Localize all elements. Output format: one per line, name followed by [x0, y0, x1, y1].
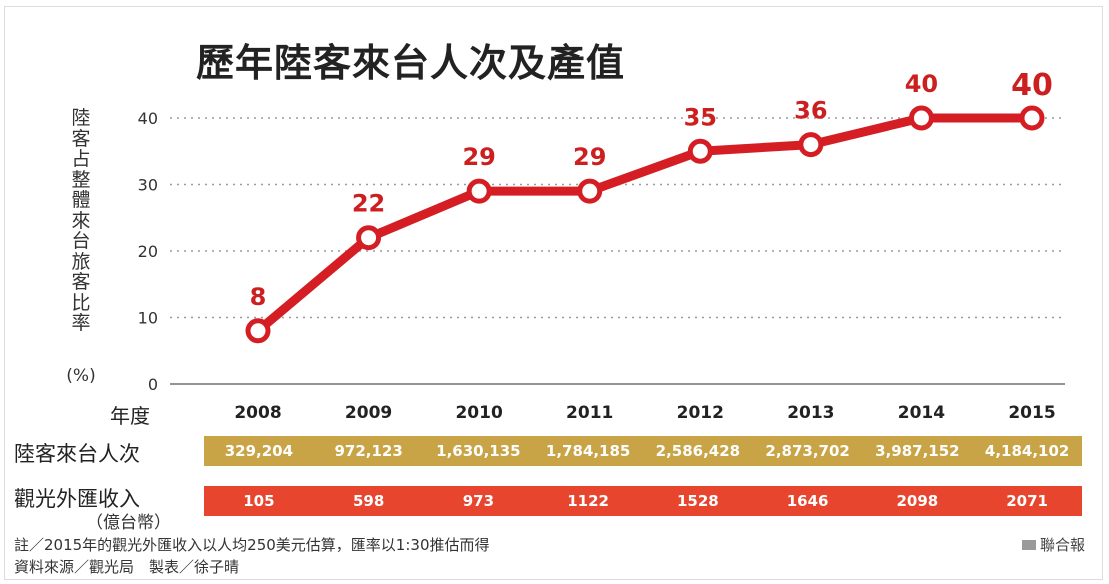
data-point — [908, 105, 934, 131]
visitors-cell: 4,184,102 — [984, 442, 1070, 460]
revenue-cell: 1646 — [786, 492, 829, 510]
x-axis-title: 年度 — [110, 404, 150, 428]
data-point — [687, 138, 713, 164]
visitors-row-label: 陸客來台人次 — [14, 442, 140, 466]
revenue-cell: 973 — [462, 492, 495, 510]
data-label: 36 — [794, 97, 827, 125]
visitors-cell: 2,586,428 — [655, 442, 741, 460]
x-tick-label: 2011 — [566, 403, 613, 423]
series-line — [253, 113, 1037, 336]
revenue-cell: 105 — [243, 492, 275, 510]
y-tick-label: 30 — [138, 176, 158, 195]
visitors-cell: 2,873,702 — [765, 442, 850, 460]
data-label: 35 — [684, 103, 717, 131]
y-axis-label: 陸客占整體來台旅客比率 — [71, 107, 91, 334]
visitors-cell: 1,784,185 — [545, 442, 631, 460]
credit-line: 資料來源／觀光局 製表／徐子晴 — [14, 558, 240, 576]
revenue-cell: 2071 — [1006, 492, 1048, 510]
data-label: 29 — [462, 143, 495, 171]
data-label: 40 — [1011, 68, 1053, 103]
x-tick-label: 2010 — [455, 403, 502, 423]
x-tick-label: 2012 — [677, 403, 724, 423]
visitors-cell: 972,123 — [334, 442, 403, 460]
y-tick-label: 20 — [138, 242, 158, 261]
x-tick-label: 2015 — [1008, 403, 1055, 423]
source-label: 聯合報 — [1021, 534, 1085, 555]
data-point — [798, 132, 824, 158]
data-point — [577, 178, 603, 204]
footnote: 註／2015年的觀光外匯收入以人均250美元估算，匯率以1:30推估而得 — [14, 536, 490, 554]
data-point — [1019, 105, 1045, 131]
source-mark-icon — [1021, 539, 1036, 550]
x-tick-label: 2008 — [234, 403, 281, 423]
data-label: 8 — [250, 283, 267, 311]
y-tick-label: 40 — [138, 109, 158, 128]
source-text: 聯合報 — [1039, 536, 1085, 554]
revenue-band: 105 598 973 1122 1528 1646 2098 2071 — [204, 486, 1082, 516]
revenue-cell: 1528 — [677, 492, 719, 510]
visitors-cell: 3,987,152 — [875, 442, 960, 460]
revenue-cell: 598 — [352, 492, 385, 510]
data-point — [356, 225, 382, 251]
data-point — [466, 178, 492, 204]
x-tick-label: 2009 — [345, 403, 392, 423]
y-axis-unit: (%) — [66, 366, 96, 386]
y-tick-label: 0 — [148, 375, 158, 394]
chart-frame — [4, 6, 1103, 580]
visitors-band: 329,204 972,123 1,630,135 1,784,185 2,586,42… — [204, 436, 1082, 466]
revenue-row-label: 觀光外匯收入 — [14, 487, 140, 511]
visitors-cell: 329,204 — [224, 442, 294, 460]
x-tick-label: 2014 — [898, 403, 945, 423]
data-label: 40 — [905, 70, 938, 98]
revenue-unit-label: （億台幣） — [86, 513, 171, 533]
revenue-cell: 2098 — [896, 492, 939, 510]
chart-title: 歷年陸客來台人次及產值 — [196, 41, 626, 85]
x-tick-label: 2013 — [787, 403, 834, 423]
data-label: 22 — [352, 190, 385, 218]
y-tick-label: 10 — [138, 309, 158, 328]
data-point — [245, 318, 271, 344]
data-label: 29 — [573, 143, 606, 171]
visitors-cell: 1,630,135 — [436, 442, 521, 460]
revenue-cell: 1122 — [567, 492, 609, 510]
